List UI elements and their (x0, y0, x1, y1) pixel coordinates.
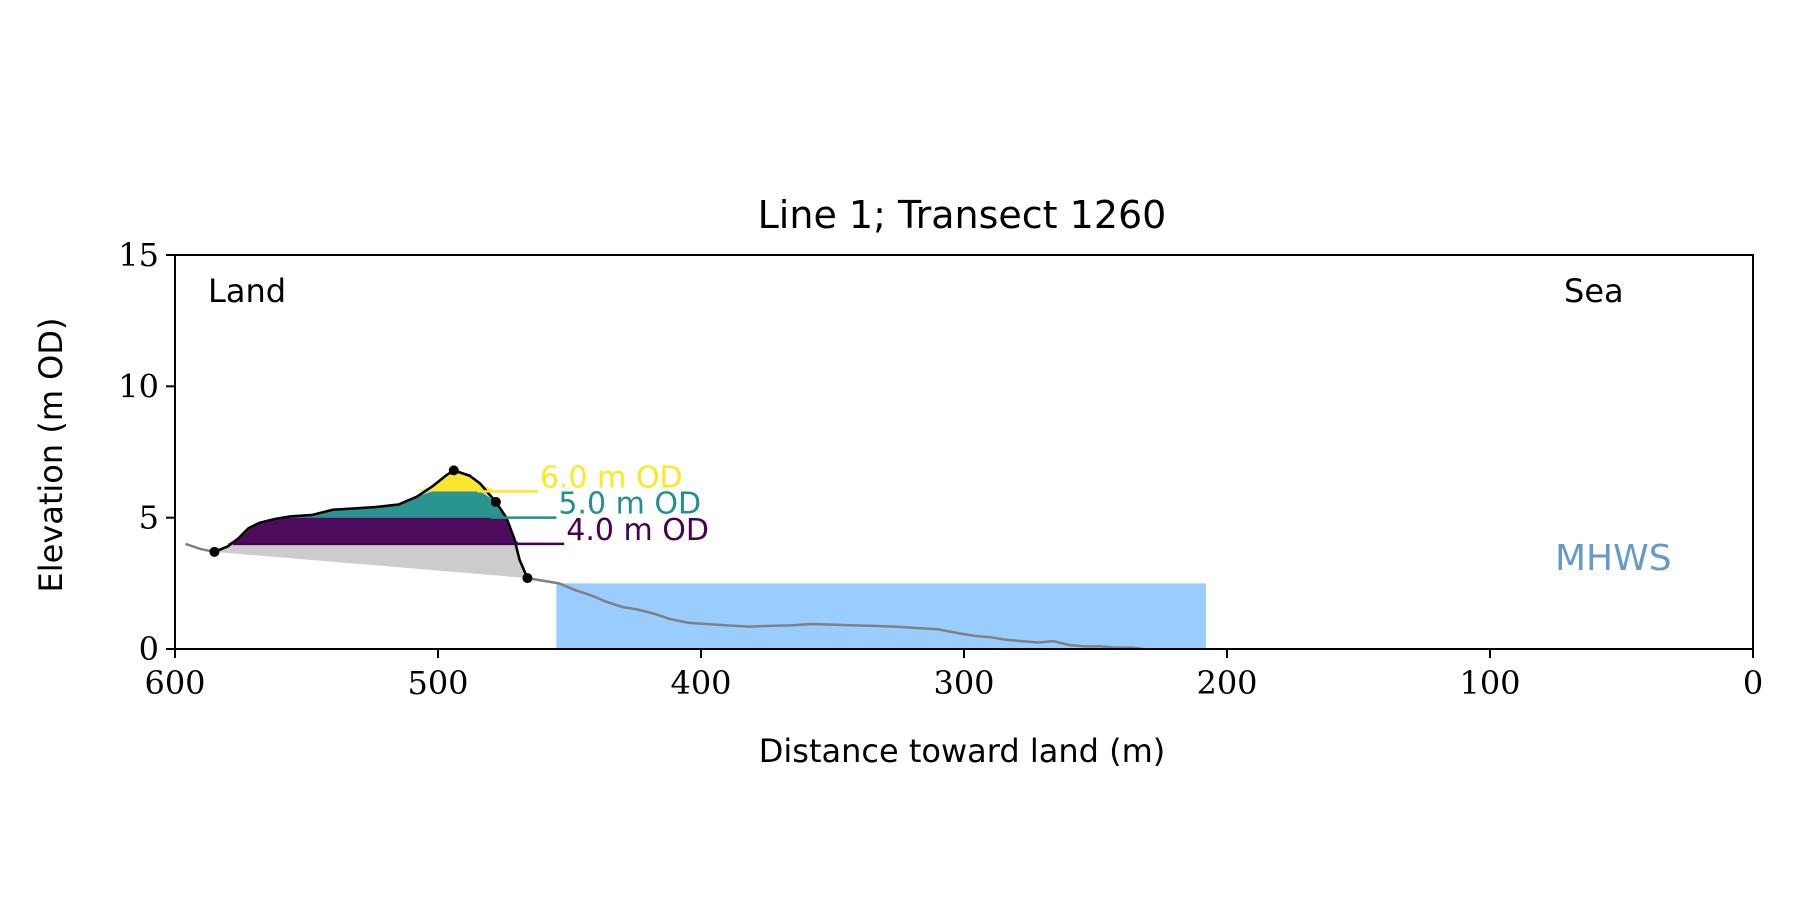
x-tick-label: 0 (1743, 664, 1763, 702)
dune-outline (213, 469, 529, 579)
axis-ticks: 600 500 400 300 200 100 0 0 5 10 15 (118, 236, 1763, 702)
y-tick-label: 5 (139, 499, 159, 537)
x-tick-label: 100 (1459, 664, 1520, 702)
dune-point-2 (448, 465, 459, 476)
sea-annotation: Sea (1564, 272, 1624, 310)
dune-point-3 (490, 496, 501, 507)
mhws-water-area (556, 583, 1206, 649)
x-tick-label: 600 (144, 664, 205, 702)
mhws-annotation: MHWS (1555, 538, 1672, 579)
y-tick-label: 0 (139, 630, 159, 668)
x-tick-label: 500 (407, 664, 468, 702)
level-label-50: 5.0 m OD (558, 487, 701, 522)
x-tick-label: 200 (1196, 664, 1257, 702)
band-60 (214, 470, 528, 492)
band-40 (214, 517, 528, 544)
x-tick-label: 300 (933, 664, 994, 702)
x-axis-label: Distance toward land (m) (759, 732, 1165, 770)
dune-point-1 (209, 546, 220, 557)
dune-point-4 (522, 573, 533, 584)
y-tick-label: 15 (118, 236, 159, 274)
chart-marks: 4.0 m OD5.0 m OD6.0 m OD (185, 460, 1206, 651)
x-tick-label: 400 (670, 664, 731, 702)
band-50 (214, 491, 528, 518)
level-label-40: 4.0 m OD (566, 513, 709, 548)
y-axis-label: Elevation (m OD) (32, 318, 70, 593)
y-tick-label: 10 (118, 367, 159, 405)
land-annotation: Land (208, 272, 286, 310)
level-label-60: 6.0 m OD (540, 460, 683, 495)
chart-title: Line 1; Transect 1260 (758, 193, 1167, 237)
